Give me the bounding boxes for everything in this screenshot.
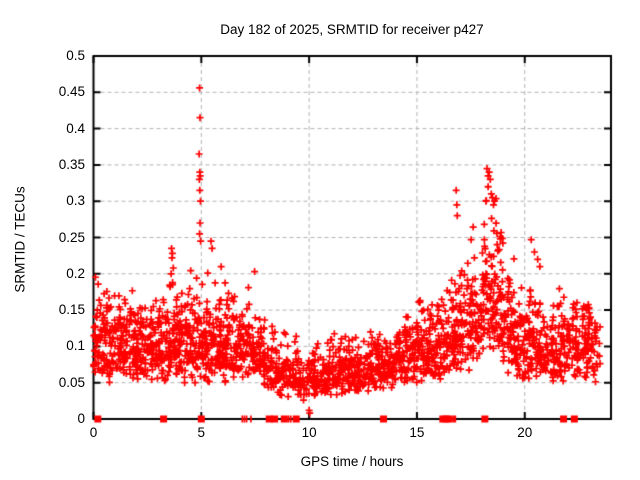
y-tick-label: 0.05 bbox=[58, 374, 85, 390]
y-tick-label: 0.3 bbox=[66, 193, 85, 209]
x-tick-label: 5 bbox=[197, 425, 206, 440]
x-tick-label: 0 bbox=[89, 425, 98, 440]
y-tick-label: 0.45 bbox=[58, 84, 85, 100]
y-tick-label: 0.2 bbox=[66, 265, 85, 281]
y-tick-label: 0.1 bbox=[66, 338, 85, 354]
y-tick-label: 0.35 bbox=[58, 156, 85, 172]
y-tick-label: 0 bbox=[77, 411, 85, 426]
y-tick-label: 0.4 bbox=[66, 120, 85, 136]
y-tick-label: 0.5 bbox=[66, 48, 85, 63]
y-tick-label: 0.25 bbox=[58, 229, 85, 245]
y-tick-label: 0.15 bbox=[58, 302, 85, 318]
chart-title: Day 182 of 2025, SRMTID for receiver p42… bbox=[220, 22, 484, 37]
x-tick-label: 20 bbox=[517, 425, 533, 440]
x-tick-label: 10 bbox=[301, 425, 317, 440]
x-tick-label: 15 bbox=[409, 425, 425, 440]
x-axis-label: GPS time / hours bbox=[300, 454, 404, 469]
